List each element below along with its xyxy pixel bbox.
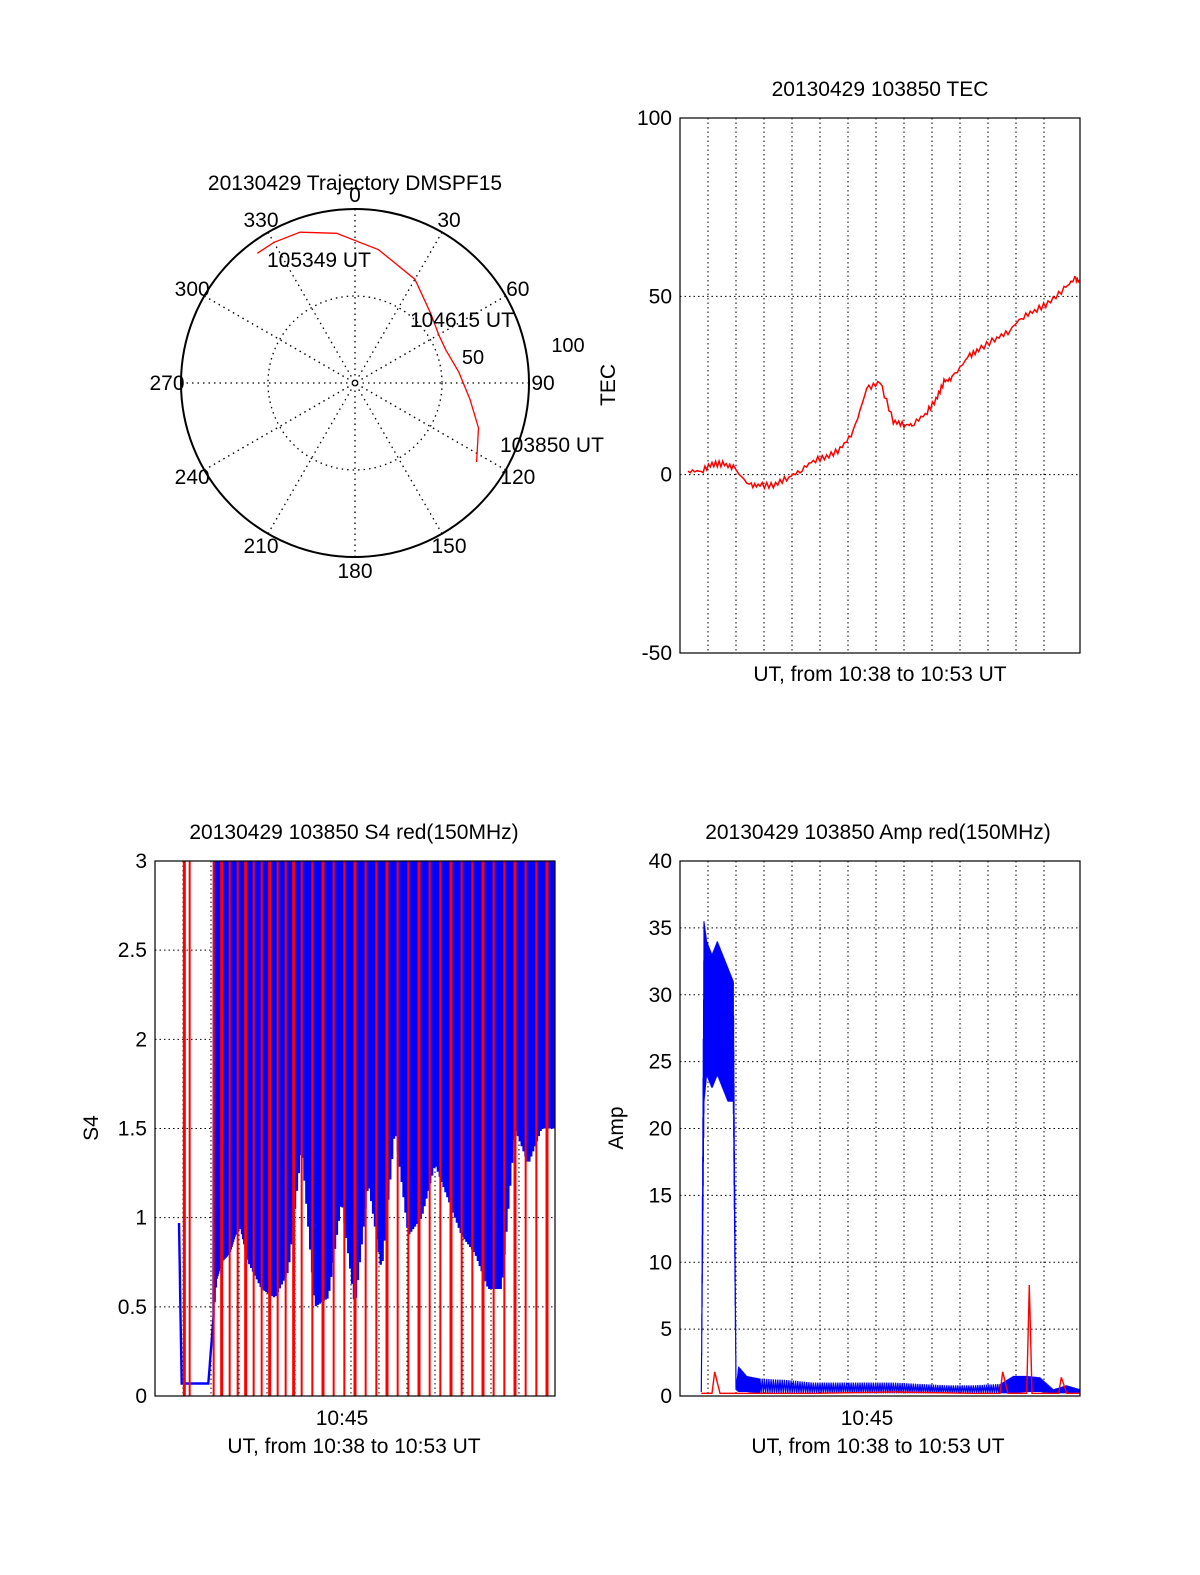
s4-y-tick-label: 1.5 xyxy=(118,1118,147,1141)
s4-series xyxy=(177,861,555,1396)
s4-x-tick-label: 10:45 xyxy=(316,1407,369,1430)
amp-y-tick-label: 30 xyxy=(649,984,672,1007)
amp-grid xyxy=(680,861,1080,1396)
amp-y-tick-label: 20 xyxy=(649,1118,672,1141)
trajectory-annotation-end: 105349 UT xyxy=(267,249,371,272)
tec-series-line xyxy=(687,275,1081,491)
amp-y-tick-label: 10 xyxy=(649,1251,672,1274)
s4-y-tick-label: 1 xyxy=(135,1207,147,1230)
tec-y-axis-label: TEC xyxy=(597,364,620,406)
polar-azimuth-label-210: 210 xyxy=(243,535,278,558)
polar-azimuth-label-270: 270 xyxy=(149,372,184,395)
polar-grid xyxy=(181,209,529,557)
tec-y-tick-label: 0 xyxy=(660,464,672,487)
trajectory-line xyxy=(256,231,480,463)
tec-y-tick-label: -50 xyxy=(642,642,672,665)
tec-grid xyxy=(680,118,1080,653)
amp-y-axis-label: Amp xyxy=(605,1106,628,1149)
polar-spoke-150 xyxy=(267,231,443,535)
polar-radial-label-50: 50 xyxy=(462,347,484,369)
amp-chart: 20130429 103850 Amp red(150MHz) 0 5 10 15 20… xyxy=(605,821,1081,1458)
polar-azimuth-label-90: 90 xyxy=(531,372,554,395)
polar-azimuth-label-240: 240 xyxy=(175,466,210,489)
s4-x-axis-label: UT, from 10:38 to 10:53 UT xyxy=(227,1435,480,1458)
amp-series xyxy=(700,921,1080,1394)
amp-blue-series xyxy=(700,921,1080,1394)
amp-red-series xyxy=(701,1284,1080,1394)
s4-y-axis-label: S4 xyxy=(80,1115,103,1141)
s4-title: 20130429 103850 S4 red(150MHz) xyxy=(189,821,518,844)
s4-y-tick-labels: 0 0.5 1 1.5 2 2.5 3 xyxy=(118,850,147,1408)
amp-y-tick-labels: 0 5 10 15 20 25 30 35 40 xyxy=(649,850,672,1408)
polar-grid-circle-50 xyxy=(267,295,443,471)
s4-blue-series xyxy=(177,861,555,1385)
polar-radial-label-100: 100 xyxy=(551,335,584,357)
amp-y-tick-label: 5 xyxy=(660,1318,672,1341)
amp-title: 20130429 103850 Amp red(150MHz) xyxy=(705,821,1051,844)
polar-azimuth-label-60: 60 xyxy=(506,278,529,301)
tec-title: 20130429 103850 TEC xyxy=(772,78,989,101)
polar-trajectory-chart: 20130429 Trajectory DMSPF15 0 30 60 90 120 15… xyxy=(149,172,604,583)
amp-y-tick-label: 15 xyxy=(649,1184,672,1207)
amp-y-tick-label: 0 xyxy=(660,1385,672,1408)
trajectory-annotation-start: 103850 UT xyxy=(500,434,604,457)
polar-azimuth-label-30: 30 xyxy=(437,209,460,232)
amp-y-tick-label: 25 xyxy=(649,1051,672,1074)
amp-plot-frame xyxy=(679,860,1081,1397)
polar-azimuth-label-0: 0 xyxy=(349,184,361,207)
polar-azimuth-label-180: 180 xyxy=(337,560,372,583)
tec-y-tick-label: 100 xyxy=(637,107,672,130)
polar-outer-circle xyxy=(180,208,530,558)
amp-x-axis-label: UT, from 10:38 to 10:53 UT xyxy=(751,1435,1004,1458)
tec-plot-frame xyxy=(679,117,1081,654)
tec-chart: 20130429 103850 TEC -50 0 50 100 TEC UT, fr… xyxy=(597,78,1081,686)
s4-chart: 20130429 103850 S4 red(150MHz) 0 0.5 1 1.5 2… xyxy=(80,821,556,1458)
polar-title: 20130429 Trajectory DMSPF15 xyxy=(208,172,502,195)
trajectory-annotation-mid: 104615 UT xyxy=(410,309,514,332)
s4-y-tick-label: 2.5 xyxy=(118,939,147,962)
s4-y-tick-label: 0 xyxy=(135,1385,147,1408)
s4-plot-frame xyxy=(154,860,556,1397)
tec-x-axis-label: UT, from 10:38 to 10:53 UT xyxy=(753,663,1006,686)
amp-y-tick-label: 35 xyxy=(649,917,672,940)
amp-y-tick-label: 40 xyxy=(649,850,672,873)
polar-azimuth-label-120: 120 xyxy=(500,466,535,489)
tec-y-tick-labels: -50 0 50 100 xyxy=(637,107,672,665)
polar-azimuth-label-300: 300 xyxy=(175,278,210,301)
polar-azimuth-label-330: 330 xyxy=(243,209,278,232)
s4-y-tick-label: 2 xyxy=(135,1028,147,1051)
s4-y-tick-label: 0.5 xyxy=(118,1296,147,1319)
s4-y-tick-label: 3 xyxy=(135,850,147,873)
tec-y-tick-label: 50 xyxy=(649,285,672,308)
polar-azimuth-labels: 0 30 60 90 120 150 180 210 240 270 300 330 xyxy=(149,184,554,583)
amp-x-tick-label: 10:45 xyxy=(841,1407,894,1430)
polar-azimuth-label-150: 150 xyxy=(431,535,466,558)
polar-spoke-30 xyxy=(267,231,443,535)
